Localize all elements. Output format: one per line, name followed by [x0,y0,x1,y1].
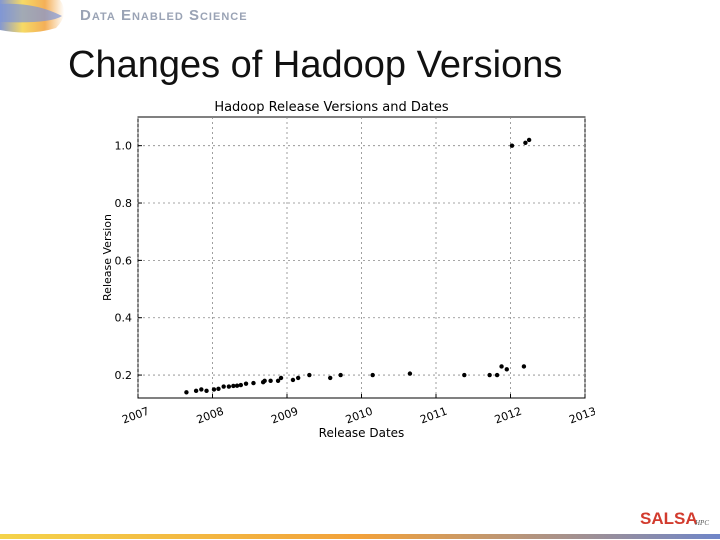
x-tick-label: 2011 [418,405,449,427]
data-point [262,378,267,383]
data-point [221,384,226,389]
data-point [193,388,199,394]
data-point [487,372,492,378]
data-point [184,390,189,395]
x-tick-label: 2010 [344,405,375,427]
data-point [504,367,509,372]
data-point [307,372,312,378]
brand-name: Data Enabled Science [80,7,248,24]
x-tick-label: 2008 [195,405,226,427]
header-band: Data Enabled Science [0,0,720,36]
data-point [499,364,504,369]
y-axis-label: Release Version [101,214,114,301]
data-point [370,372,375,378]
data-point [226,384,232,389]
data-point [462,372,467,378]
data-point [328,375,333,381]
y-tick-label: 0.8 [115,197,133,210]
slide-title: Changes of Hadoop Versions [68,44,563,86]
chart-title: Hadoop Release Versions and Dates [214,100,449,115]
data-point [278,375,284,381]
data-point [216,386,221,392]
data-point [509,143,515,148]
x-tick-label: 2007 [120,405,151,427]
data-point [407,371,413,376]
data-point [238,382,244,388]
y-tick-label: 0.6 [115,254,133,267]
data-point [526,137,532,143]
x-tick-label: 2009 [269,405,300,427]
data-point [211,387,217,392]
data-point [204,388,209,394]
footer-stripe [0,534,720,539]
data-point [268,378,273,383]
data-point [494,372,500,378]
data-point [521,364,527,369]
salsa-logo: SALSA HPC [640,509,709,528]
y-tick-label: 1.0 [115,140,133,153]
data-point [243,381,249,386]
x-tick-label: 2013 [567,405,595,427]
data-point [231,383,236,389]
y-tick-label: 0.2 [115,369,133,382]
salsa-logo-text: SALSA [640,509,698,528]
data-point [251,380,256,386]
x-axis-label: Release Dates [319,426,405,440]
data-point [275,378,281,383]
x-tick-label: 2012 [493,405,524,427]
data-point [234,383,240,388]
scatter-chart: 2007 2008 2009 2010 2011 2012 2013 0.2 0.4 0.6 0.8… [101,100,595,440]
data-point [290,377,296,383]
header-swoosh [0,0,65,33]
data-point [338,372,343,378]
data-point [523,140,528,146]
data-point [199,387,204,392]
salsa-logo-sub: HPC [694,519,709,527]
data-point [295,375,301,381]
y-tick-label: 0.4 [115,312,133,325]
